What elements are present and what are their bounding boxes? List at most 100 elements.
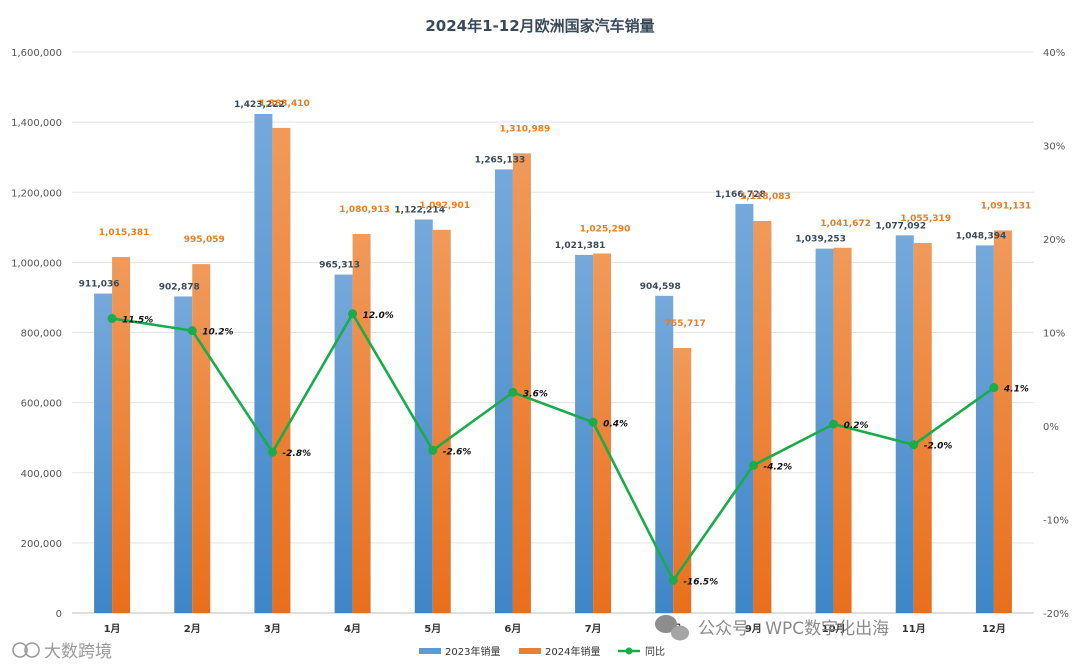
- data-label-2023: 1,048,394: [956, 231, 1007, 241]
- y-tick-label: 1,000,000: [11, 258, 62, 269]
- data-label-2024: 995,059: [184, 235, 225, 245]
- data-label-2024: 1,015,381: [99, 228, 150, 238]
- y2-tick-label: -10%: [1043, 516, 1069, 527]
- bar-2024: [913, 242, 932, 614]
- yoy-point: [909, 440, 919, 450]
- data-label-2024: 1,091,131: [981, 201, 1032, 211]
- data-label-2024: 1,041,672: [820, 219, 871, 229]
- bar-2023: [975, 245, 994, 613]
- x-tick-label: 12月: [982, 623, 1006, 635]
- data-label-yoy: 12.0%: [363, 311, 394, 321]
- watermark-left-text: 大数跨境: [44, 642, 112, 662]
- data-label-2024: 755,717: [665, 319, 706, 329]
- x-tick-label: 9月: [745, 623, 762, 635]
- legend: 2023年销量 2024年销量 同比: [419, 645, 665, 658]
- watermark-logo-icon: [24, 642, 40, 658]
- yoy-point: [267, 447, 277, 457]
- data-label-2023: 1,077,092: [875, 221, 926, 231]
- y-axis-right: -20% -10% 0% 10% 20% 30% 40%: [1043, 48, 1069, 620]
- bar-2024: [673, 348, 692, 613]
- watermark-logo-icon: [12, 642, 28, 658]
- legend-label-2023: 2023年销量: [445, 645, 500, 658]
- data-label-2023: 902,878: [159, 282, 200, 292]
- data-label-yoy: 0.2%: [844, 421, 869, 431]
- wechat-icon: [671, 625, 689, 641]
- bar-2024: [432, 229, 451, 614]
- y-tick-label: 400,000: [21, 469, 62, 480]
- y-tick-label: 600,000: [21, 399, 62, 410]
- yoy-line: [107, 309, 999, 585]
- bar-2024: [593, 253, 612, 613]
- y-tick-label: 800,000: [21, 329, 62, 340]
- y-tick-label: 1,600,000: [11, 48, 62, 59]
- wechat-icon: [655, 615, 677, 633]
- data-label-2023: 1,021,381: [555, 241, 606, 251]
- x-tick-label: 6月: [504, 623, 521, 635]
- data-label-yoy: 4.1%: [1003, 385, 1029, 395]
- data-label-2024: 1,055,319: [900, 214, 951, 224]
- x-tick-label: 4月: [344, 623, 361, 635]
- bar-2023: [575, 254, 594, 613]
- data-labels: 911,0361,015,381902,878995,0591,423,2221…: [79, 99, 1032, 587]
- yoy-line-path: [111, 312, 995, 582]
- data-label-yoy: 10.2%: [202, 328, 233, 338]
- yoy-point: [989, 383, 999, 393]
- bar-2023: [895, 235, 914, 614]
- data-label-2023: 911,036: [79, 280, 120, 290]
- bar-2023: [174, 296, 193, 613]
- yoy-point: [107, 313, 117, 323]
- data-label-2024: 1,092,901: [419, 201, 470, 211]
- x-tick-label: 1月: [104, 623, 121, 635]
- bar-2023: [254, 113, 273, 613]
- y-tick-label: 0: [56, 609, 62, 620]
- data-label-2024: 1,025,290: [580, 225, 631, 235]
- data-label-yoy: -16.5%: [683, 577, 718, 587]
- yoy-point: [748, 460, 758, 470]
- legend-swatch-2024: [519, 648, 541, 654]
- data-label-2023: 1,265,133: [475, 155, 526, 165]
- bar-2023: [94, 293, 113, 613]
- y2-tick-label: 40%: [1043, 48, 1065, 59]
- yoy-point: [428, 445, 438, 455]
- yoy-point: [508, 387, 518, 397]
- bar-2024: [272, 127, 291, 614]
- data-label-yoy: -2.8%: [282, 449, 311, 459]
- y2-tick-label: 10%: [1043, 329, 1065, 340]
- data-label-yoy: -4.2%: [763, 462, 792, 472]
- legend-swatch-2023: [419, 648, 441, 654]
- y-tick-label: 1,400,000: [11, 118, 62, 129]
- data-label-2023: 1,166,728: [715, 190, 766, 200]
- data-label-2024: 1,080,913: [339, 205, 390, 215]
- bar-2023: [494, 169, 513, 614]
- legend-label-2024: 2024年销量: [545, 645, 600, 658]
- data-label-yoy: 3.6%: [523, 389, 548, 399]
- yoy-point: [588, 417, 598, 427]
- y2-tick-label: 20%: [1043, 235, 1065, 246]
- y2-tick-label: 30%: [1043, 142, 1065, 153]
- yoy-point: [348, 309, 358, 319]
- data-label-yoy: 11.5%: [122, 315, 153, 325]
- gridlines: [72, 51, 1034, 614]
- bar-2024: [833, 247, 852, 614]
- watermark-right: 公众号 · WPC数字化出海: [655, 615, 889, 641]
- y2-tick-label: -20%: [1043, 609, 1069, 620]
- x-tick-label: 5月: [424, 623, 441, 635]
- bar-2024: [352, 234, 371, 613]
- x-tick-label: 7月: [585, 623, 602, 635]
- data-label-2024: 1,383,410: [259, 99, 310, 109]
- watermark-left: 大数跨境: [12, 642, 112, 662]
- y-tick-label: 1,200,000: [11, 188, 62, 199]
- yoy-point: [668, 575, 678, 585]
- chart-title: 2024年1-12月欧洲国家汽车销量: [425, 17, 654, 35]
- data-label-2023: 904,598: [640, 282, 681, 292]
- data-label-2024: 1,118,083: [740, 192, 791, 202]
- bar-2023: [655, 295, 674, 613]
- x-tick-label: 10月: [822, 623, 846, 635]
- x-tick-label: 3月: [264, 623, 281, 635]
- bar-2023: [815, 248, 834, 613]
- x-axis: 1月2月3月4月5月6月7月8月9月10月11月12月: [104, 623, 1006, 635]
- bar-2024: [993, 230, 1012, 614]
- data-label-2023: 965,313: [319, 261, 360, 271]
- yoy-point: [187, 326, 197, 336]
